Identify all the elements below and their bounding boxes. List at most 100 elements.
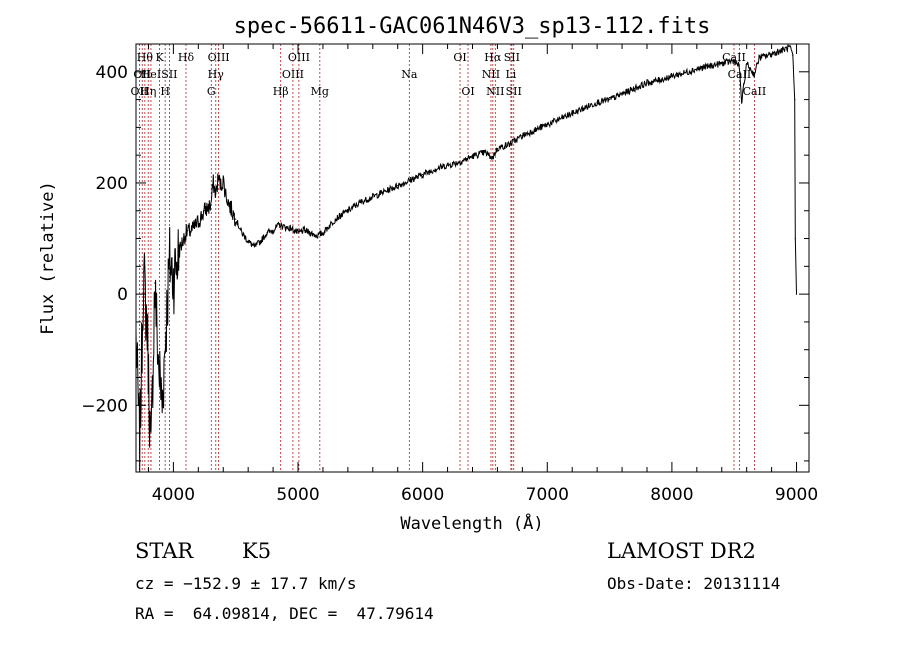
spectrum-point [521,135,524,137]
line-label: OIII [282,68,304,81]
spectrum-point [384,190,386,192]
spectral-line-labels: OIIOIIHθHηHeIKHSIIHδGHγOIIIHβOIIIOIIIMgN… [131,51,767,98]
line-label: Li [505,68,516,81]
spectrum-point [609,99,611,101]
line-label: Hθ [137,51,154,64]
spectrum-point [584,107,586,109]
spectrum-point [217,176,219,178]
line-label: NII [482,68,500,81]
spectrum-point [546,124,548,126]
spectrum-point [795,293,798,295]
spectrum-point [222,179,224,181]
spectrum-point [212,182,214,184]
spectrum-point [794,237,796,240]
y-tick-label: 200 [96,174,128,194]
spectrum-point [210,204,212,206]
line-label: CaII [743,85,767,98]
line-label: OI [461,85,474,98]
spectrum-point [297,232,299,234]
spectrum-point [172,276,174,279]
spectrum-point [142,271,145,273]
redshift-velocity: cz = −152.9 ± 17.7 km/s [135,574,357,593]
coordinates: RA = 64.09814, DEC = 47.79614 [135,604,434,623]
y-axis-ticks: −200 0 200 400 [81,43,809,462]
spectrum-point [741,101,743,103]
spectrum-point [758,57,760,59]
line-label: NII [486,85,504,98]
object-class: STAR [135,539,194,563]
spectrum-point [334,218,336,220]
spectrum-point [161,404,163,406]
spectrum-point [434,168,436,170]
spectrum-point [266,232,268,234]
x-tick-label: 7000 [526,485,569,505]
spectrum-point [253,246,255,248]
spectrum-point [696,68,698,70]
spectrum-point [225,193,227,195]
spectrum-point [534,129,536,131]
spectrum-point [646,82,648,84]
spectrum-point [157,360,159,362]
spectrum-point [783,49,785,51]
spectrum-point [683,72,686,74]
spectrum-point [471,155,474,157]
spectrum-point [633,87,636,90]
spectrum-point [165,326,167,329]
y-tick-label: 400 [96,63,128,83]
line-label: OIII [288,51,310,64]
line-label: SII [161,68,177,81]
x-axis-label: Wavelength (Å) [400,512,543,534]
spectrum-series-line [135,44,797,473]
spectrum-point [272,229,274,231]
spectrum-point [241,232,243,234]
line-label: OII [133,68,151,81]
line-label: SII [504,51,520,64]
spectrum-point [409,179,411,181]
spectral-line-markers [138,44,755,472]
spectrum-point [309,232,312,234]
x-tick-label: 5000 [276,485,319,505]
line-label: OII [131,85,149,98]
x-tick-label: 9000 [775,485,818,505]
spectrum-point [260,240,262,242]
plot-frame [135,43,810,473]
spectrum-point [278,224,280,226]
spectrum-point [738,65,740,67]
y-tick-label: 0 [117,285,128,305]
spectrum-point [753,74,755,76]
spectrum-point [447,164,449,166]
line-label: OI [453,51,466,64]
spectrum-point [733,60,735,62]
line-label: Hβ [273,85,289,98]
spectrum-point [322,232,324,234]
spectrum-point [220,185,222,187]
spectrum-point [285,226,287,228]
x-axis-ticks: 4000 5000 6000 7000 8000 9000 [147,44,818,505]
spectrum-point [228,204,231,206]
spectrum-point [596,101,598,103]
y-axis-label: Flux (relative) [38,181,58,335]
spectrum-point [154,282,156,284]
spectrum-point [169,260,171,262]
spectrum-point [792,54,794,56]
y-tick-label: −200 [81,396,128,416]
spectrum-point [559,118,561,120]
object-subclass: K5 [242,539,272,563]
spectrum-point [247,240,249,242]
observation-date: Obs-Date: 20131114 [607,574,781,593]
spectrum-point [496,147,498,150]
spectrum-point [621,93,623,95]
spectrum-point [372,196,374,198]
spectrum-point [771,53,773,55]
spectrum-point [721,62,723,65]
spectrum-point [671,75,673,77]
spectrum-point [459,161,461,163]
spectrum-point [146,326,148,329]
x-tick-label: 4000 [152,485,195,505]
spectrum-point [191,229,193,231]
spectrum-layer [135,44,798,473]
spectrum-point [197,221,199,223]
spectrum-point [491,157,493,159]
